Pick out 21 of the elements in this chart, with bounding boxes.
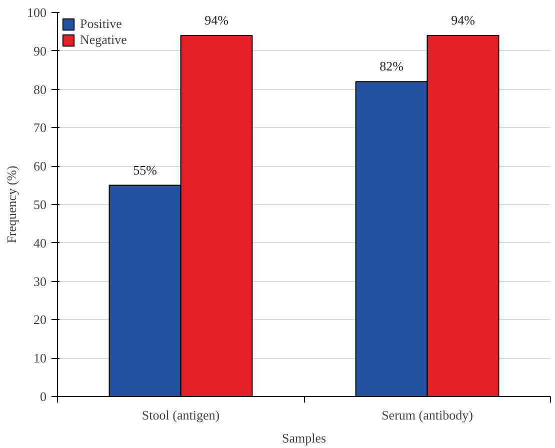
x-axis-title: Samples bbox=[282, 430, 326, 446]
y-axis-title: Frequency (%) bbox=[4, 166, 19, 244]
legend-label: Positive bbox=[80, 16, 122, 32]
y-tick-label: 60 bbox=[34, 158, 46, 174]
data-label: 82% bbox=[380, 58, 404, 74]
data-label: 55% bbox=[133, 162, 158, 178]
data-label: 94% bbox=[204, 12, 229, 28]
y-tick-label: 80 bbox=[34, 82, 46, 97]
y-tick-label: 100 bbox=[27, 5, 46, 20]
y-tick-label: 10 bbox=[34, 350, 46, 366]
y-tick-label: 20 bbox=[34, 312, 46, 328]
y-tick-label: 50 bbox=[34, 197, 46, 212]
legend-label: Negative bbox=[80, 32, 127, 48]
y-tick-label: 30 bbox=[34, 274, 46, 289]
x-tick-label: Serum (antibody) bbox=[382, 408, 473, 422]
y-tick-label: 40 bbox=[34, 235, 46, 250]
x-tick-label: Stool (antigen) bbox=[142, 408, 220, 422]
y-tick-label: 0 bbox=[40, 389, 46, 404]
y-tick-label: 90 bbox=[34, 43, 46, 58]
y-tick-label: 70 bbox=[34, 120, 46, 136]
data-label: 94% bbox=[451, 12, 476, 28]
